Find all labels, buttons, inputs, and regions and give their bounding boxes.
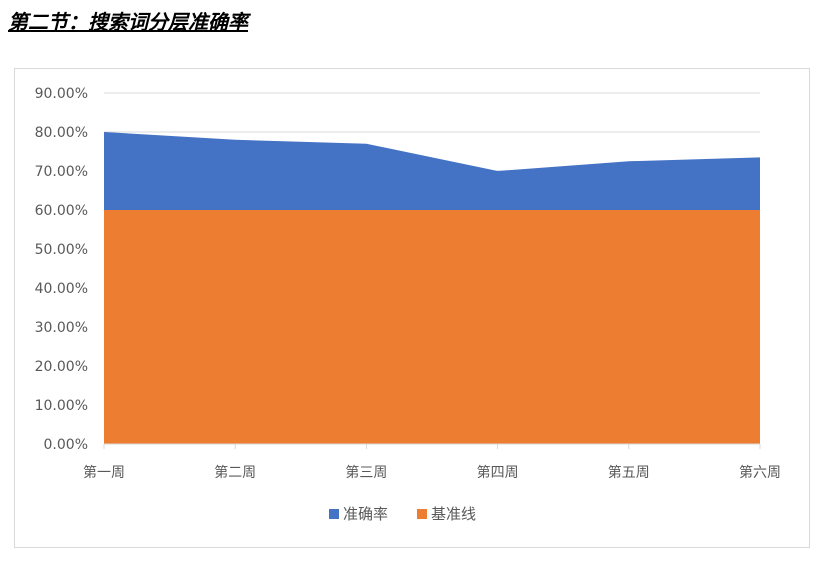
data-point-series-2	[233, 208, 237, 212]
data-point-series-2	[758, 208, 762, 212]
x-tick-label: 第五周	[608, 464, 650, 481]
y-tick-label: 0.00%	[44, 437, 88, 453]
y-tick-label: 90.00%	[35, 86, 88, 102]
data-point-series-1	[496, 169, 500, 173]
x-tick-label: 第二周	[214, 464, 256, 481]
data-point-series-1	[758, 155, 762, 159]
y-tick-label: 40.00%	[35, 281, 88, 297]
data-point-series-2	[627, 208, 631, 212]
x-tick-label: 第六周	[739, 464, 781, 481]
y-tick-label: 70.00%	[35, 164, 88, 180]
legend-label: 基准线	[431, 505, 476, 523]
chart-frame: 0.00% 10.00% 20.00% 30.00% 40.00% 50.00% 60.00…	[14, 68, 810, 548]
y-tick-label: 60.00%	[35, 203, 88, 219]
data-point-series-2	[496, 208, 500, 212]
legend-swatch	[329, 509, 339, 519]
data-point-series-2	[102, 208, 106, 212]
data-point-series-1	[102, 130, 106, 134]
data-point-series-1	[364, 142, 368, 146]
area-chart: 0.00% 10.00% 20.00% 30.00% 40.00% 50.00% 60.00…	[35, 86, 781, 523]
legend-label: 准确率	[343, 505, 388, 523]
area-series-2	[104, 210, 760, 444]
data-point-series-1	[627, 159, 631, 163]
data-point-series-2	[364, 208, 368, 212]
x-tick-label: 第一周	[83, 464, 125, 481]
x-tick-label: 第四周	[477, 464, 519, 481]
y-tick-label: 50.00%	[35, 242, 88, 258]
x-tick-label: 第三周	[345, 464, 387, 481]
data-point-series-1	[233, 138, 237, 142]
legend-swatch	[417, 509, 427, 519]
y-tick-label: 30.00%	[35, 320, 88, 336]
y-tick-label: 20.00%	[35, 359, 88, 375]
y-tick-label: 10.00%	[35, 398, 88, 414]
y-tick-label: 80.00%	[35, 125, 88, 141]
page-heading: 第二节：搜索词分层准确率	[8, 10, 248, 34]
